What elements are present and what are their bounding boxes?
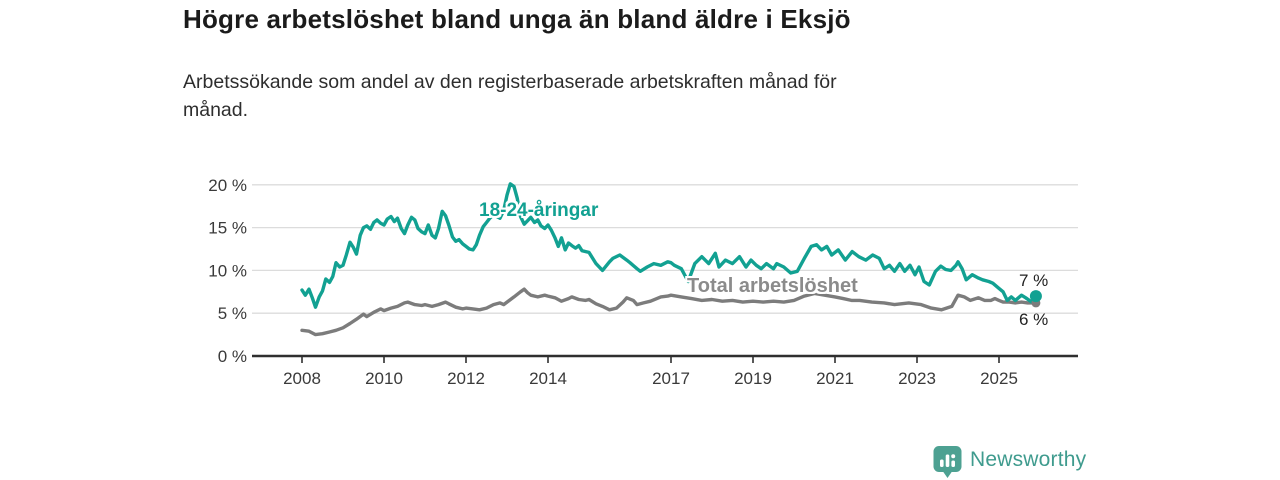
svg-text:0 %: 0 % [218, 347, 247, 366]
series-label-youth: 18-24-åringar [479, 200, 599, 221]
svg-text:2014: 2014 [529, 369, 567, 388]
chart-subtitle-line1: Arbetssökande som andel av den registerb… [183, 71, 837, 93]
svg-text:15 %: 15 % [208, 219, 247, 238]
svg-text:2023: 2023 [898, 369, 936, 388]
newsworthy-brand: Newsworthy [933, 445, 1086, 479]
svg-text:2017: 2017 [652, 369, 690, 388]
newsworthy-brand-text: Newsworthy [970, 448, 1087, 471]
svg-text:5 %: 5 % [218, 304, 247, 323]
chart-subtitle: Arbetssökande som andel av den registerb… [183, 68, 1053, 124]
chart-subtitle-line2: månad. [183, 99, 249, 121]
end-value-label-youth: 7 % [1019, 271, 1049, 290]
svg-text:2012: 2012 [447, 369, 485, 388]
chart-title: Högre arbetslöshet bland unga än bland ä… [183, 4, 851, 34]
end-value-label-total: 6 % [1019, 310, 1049, 329]
svg-text:20 %: 20 % [208, 176, 247, 195]
series-label-total: Total arbetslöshet [687, 275, 858, 297]
svg-text:10 %: 10 % [208, 261, 247, 280]
svg-text:2010: 2010 [365, 369, 403, 388]
svg-text:2008: 2008 [283, 369, 321, 388]
svg-text:2025: 2025 [980, 369, 1018, 388]
svg-text:2021: 2021 [816, 369, 854, 388]
bar-chart-map-pin-icon [933, 446, 962, 478]
svg-text:2019: 2019 [734, 369, 772, 388]
